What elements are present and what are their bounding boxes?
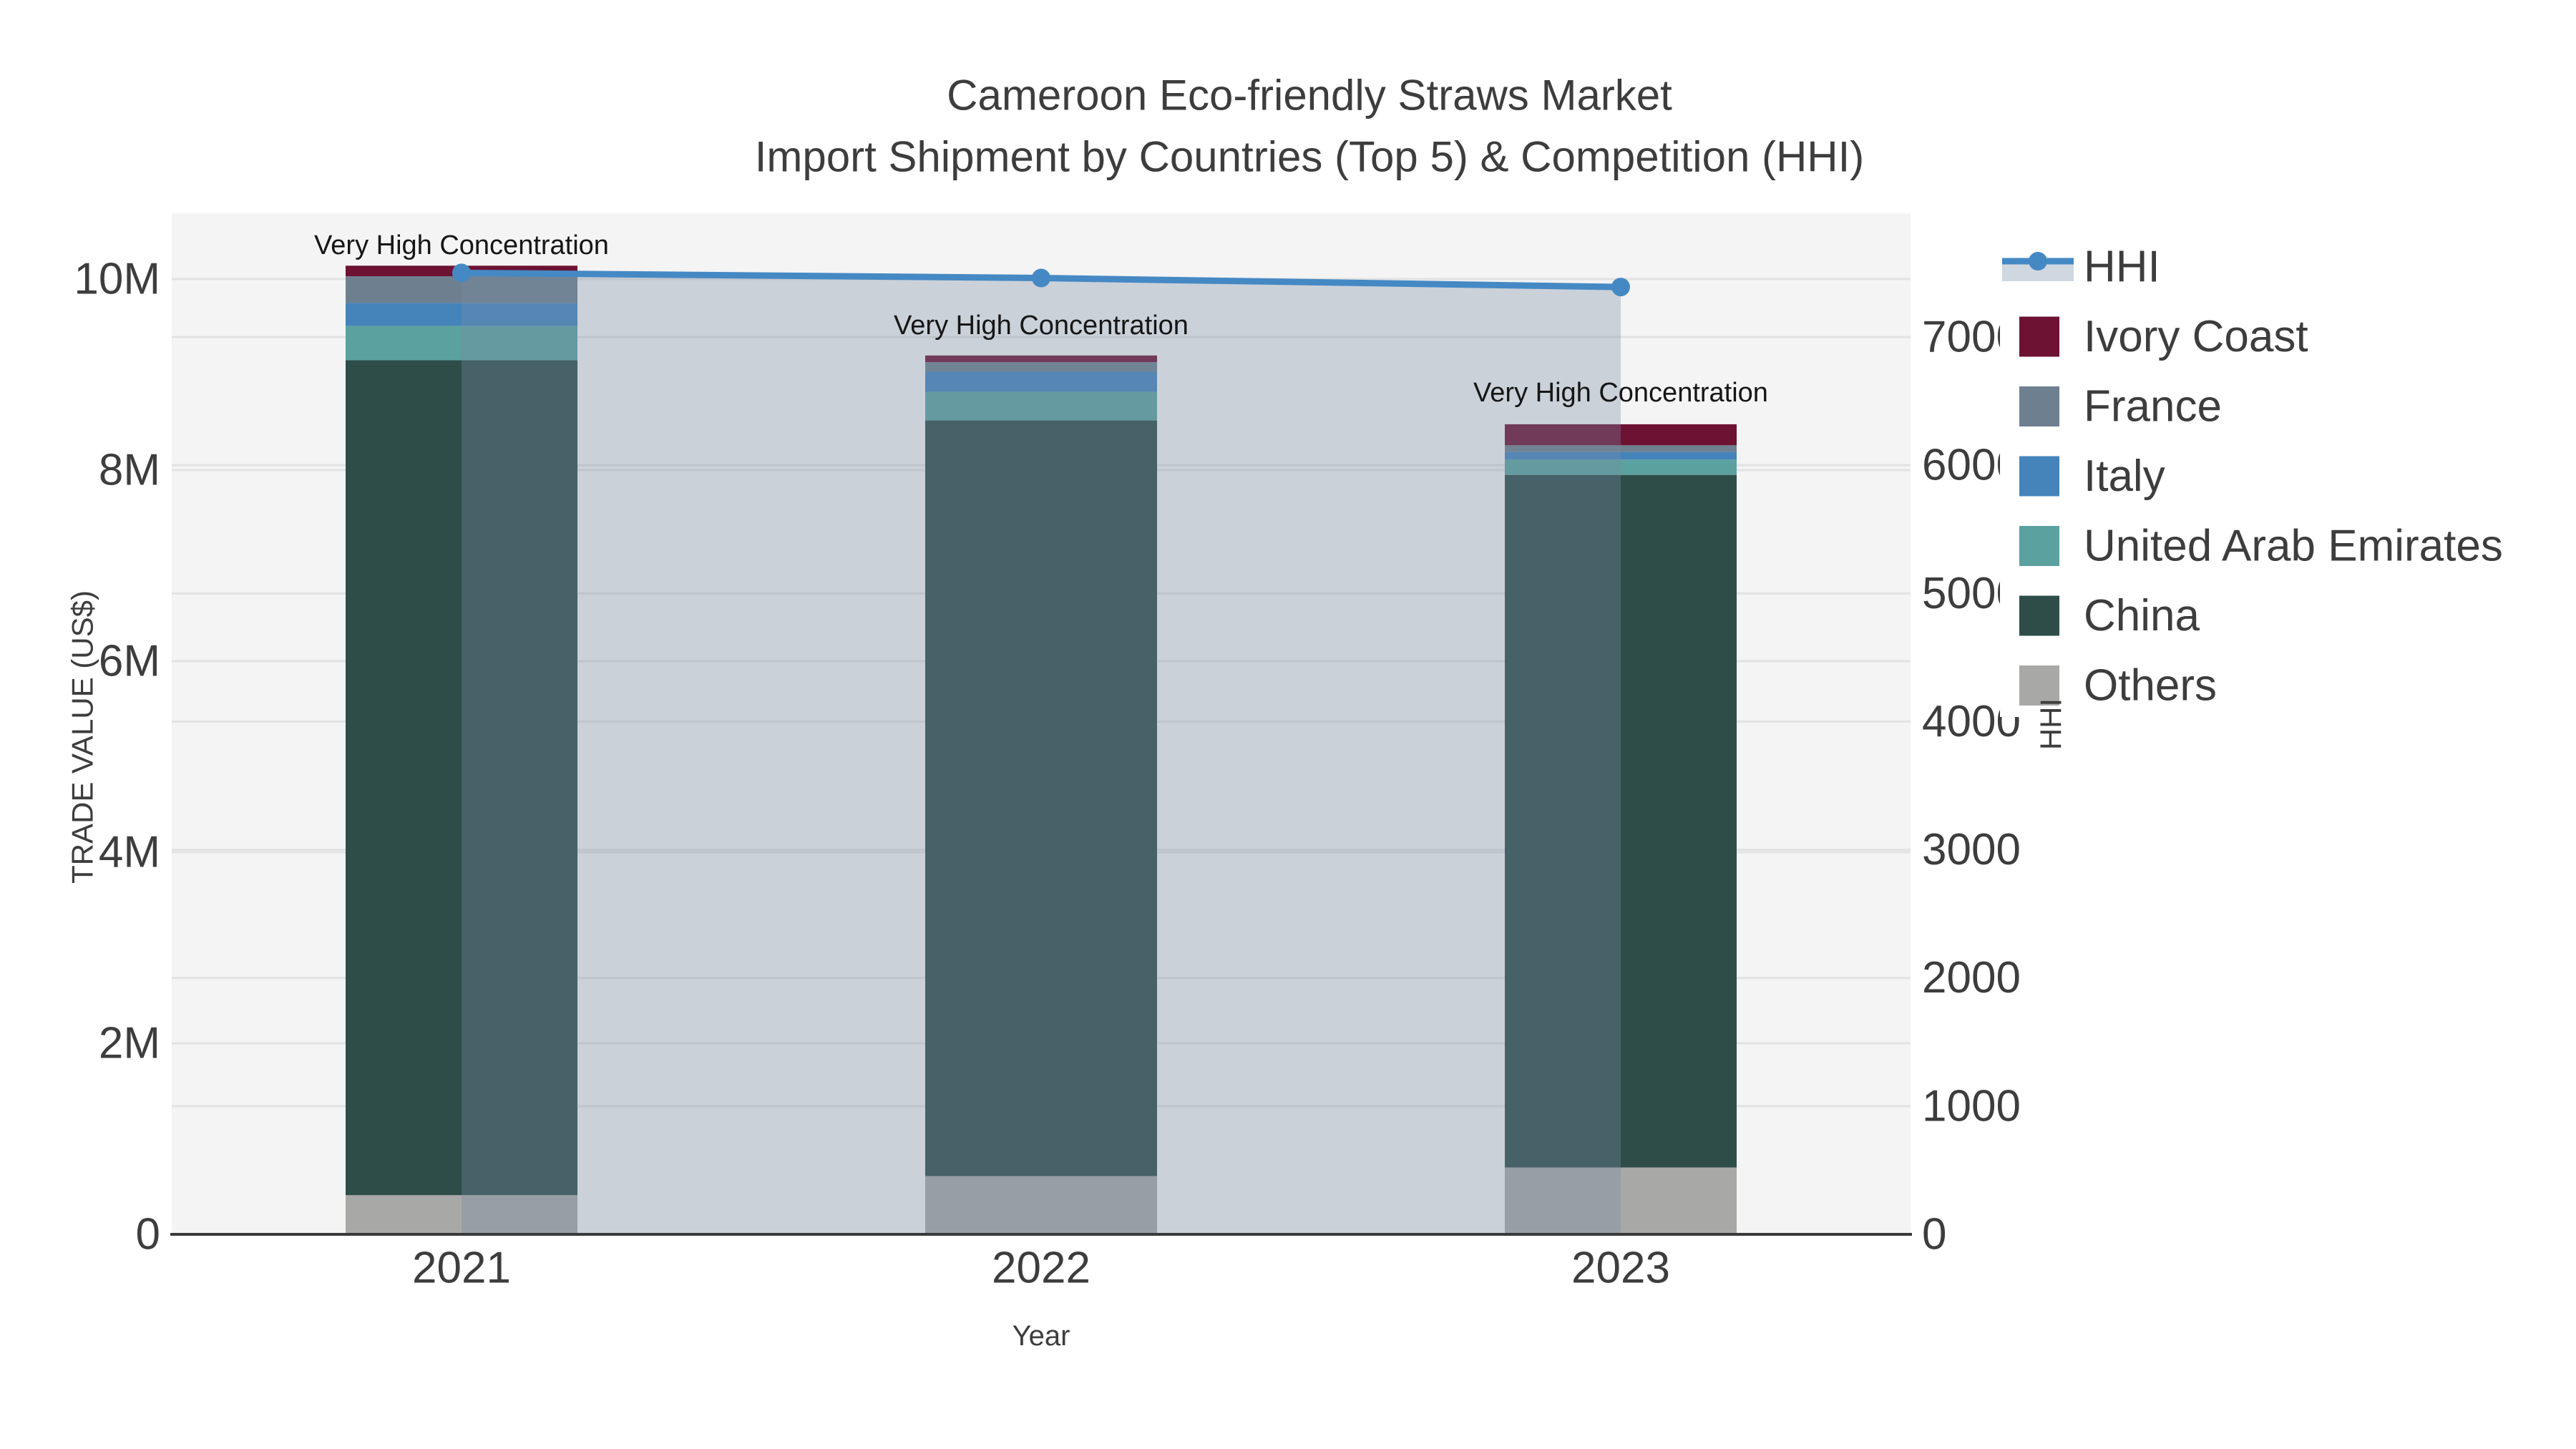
y-left-tick-label: 4M	[99, 828, 160, 877]
x-tick-label: 2022	[992, 1244, 1091, 1293]
legend-item-france: France	[2019, 382, 2222, 431]
bar-segment-united-arab-emirates	[346, 326, 577, 361]
x-axis-title: Year	[1013, 1320, 1070, 1352]
annotation-label: Very High Concentration	[894, 311, 1189, 341]
legend-item-hhi: HHI	[2002, 243, 2160, 292]
legend-item-label: United Arab Emirates	[2084, 522, 2503, 571]
legend-item-label: HHI	[2084, 243, 2160, 292]
legend-color-swatch	[2019, 386, 2059, 426]
bar-segment-france	[925, 362, 1157, 372]
annotation-label: Very High Concentration	[314, 230, 609, 260]
legend-item-ivory-coast: Ivory Coast	[2019, 312, 2308, 361]
bar-segment-others	[1505, 1167, 1737, 1234]
legend-hhi-marker	[2029, 252, 2047, 270]
bar-segment-italy	[1505, 452, 1737, 460]
bar-segment-italy	[925, 371, 1157, 392]
legend-item-label: Others	[2084, 661, 2217, 711]
bar-segment-italy	[346, 303, 577, 326]
hhi-marker	[1611, 278, 1630, 297]
y-right-tick-label: 3000	[1922, 825, 2021, 874]
legend-item-label: China	[2084, 591, 2200, 640]
y-left-tick-label: 2M	[99, 1019, 160, 1068]
y-right-tick-label: 0	[1922, 1210, 1946, 1259]
y-left-axis-title: TRADE VALUE (US$)	[66, 590, 99, 884]
legend-color-swatch	[2019, 316, 2059, 357]
legend-color-swatch	[2019, 456, 2059, 497]
annotation-label: Very High Concentration	[1473, 378, 1768, 408]
x-tick-label: 2021	[412, 1244, 511, 1293]
bar-segment-china	[346, 360, 577, 1196]
bar-segment-others	[925, 1176, 1157, 1234]
bar-segment-others	[346, 1195, 577, 1234]
y-left-tick-label: 6M	[99, 637, 160, 686]
bar-segment-united-arab-emirates	[925, 391, 1157, 421]
hhi-marker	[452, 263, 471, 283]
bar-segment-united-arab-emirates	[1505, 459, 1737, 475]
y-left-tick-label: 8M	[99, 446, 160, 495]
bar-segment-china	[925, 420, 1157, 1176]
legend-color-swatch	[2019, 526, 2059, 566]
legend-color-swatch	[2019, 665, 2059, 706]
bar-segment-ivory-coast	[1505, 424, 1737, 446]
y-left-tick-label: 10M	[74, 255, 160, 304]
hhi-area-fill	[462, 273, 1621, 1234]
legend-item-label: Italy	[2084, 452, 2165, 501]
legend-item-china: China	[2019, 591, 2200, 640]
hhi-marker	[1032, 268, 1050, 288]
y-right-tick-label: 2000	[1922, 953, 2021, 1002]
legend-item-united-arab-emirates: United Arab Emirates	[2019, 522, 2503, 571]
legend-item-italy: Italy	[2019, 452, 2165, 501]
chart-title-line2: Import Shipment by Countries (Top 5) & C…	[755, 133, 1865, 181]
legend-background	[2000, 230, 2576, 717]
chart-title-line1: Cameroon Eco-friendly Straws Market	[947, 72, 1672, 119]
legend-item-label: Ivory Coast	[2084, 312, 2308, 361]
bar-segment-ivory-coast	[925, 355, 1157, 363]
legend-color-swatch	[2019, 595, 2059, 636]
legend-item-others: Others	[2019, 661, 2217, 711]
legend-item-label: France	[2084, 382, 2222, 431]
bar-segment-france	[1505, 445, 1737, 452]
y-right-tick-label: 1000	[1922, 1081, 2021, 1131]
y-right-axis-title: HHI	[2034, 698, 2068, 750]
bar-segment-china	[1505, 474, 1737, 1168]
x-tick-label: 2023	[1571, 1244, 1670, 1293]
y-left-tick-label: 0	[136, 1210, 160, 1259]
